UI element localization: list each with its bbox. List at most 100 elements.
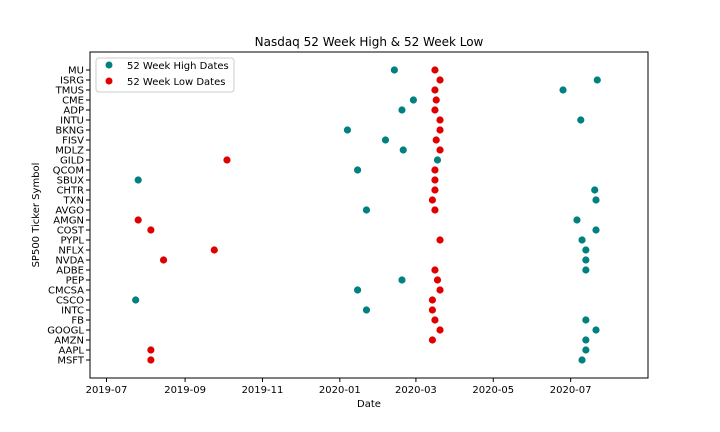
high-point-isrg: [593, 76, 601, 84]
high-point-amgn: [573, 216, 581, 224]
low-point-fb: [431, 316, 439, 324]
high-point-pep: [398, 276, 406, 284]
high-point-googl: [592, 326, 600, 334]
y-tick-label: CHTR: [56, 186, 84, 197]
legend-marker-low: [105, 77, 113, 85]
high-point-fb: [582, 316, 590, 324]
high-point-cost: [592, 226, 600, 234]
low-point-fisv: [432, 136, 440, 144]
y-tick-label: MU: [68, 66, 84, 77]
series-52-week-high: [132, 66, 601, 364]
y-tick-label: PYPL: [60, 236, 84, 247]
high-point-nvda: [582, 256, 590, 264]
x-tick-label: 2020-07: [550, 385, 592, 396]
low-point-cost: [147, 226, 155, 234]
low-point-msft: [147, 356, 155, 364]
low-point-isrg: [436, 76, 444, 84]
x-tick-label: 2019-09: [164, 385, 206, 396]
high-point-intu: [577, 116, 585, 124]
high-point-adbe: [582, 266, 590, 274]
x-tick-label: 2019-11: [242, 385, 284, 396]
chart-title: Nasdaq 52 Week High & 52 Week Low: [255, 35, 484, 49]
y-tick-label: TXN: [63, 196, 84, 207]
legend-label-low: 52 Week Low Dates: [127, 77, 225, 88]
high-point-adp: [398, 106, 406, 114]
low-point-amgn: [134, 216, 142, 224]
legend-marker-high: [105, 61, 113, 69]
y-tick-label: AAPL: [58, 346, 84, 357]
y-axis: MUISRGTMUSCMEADPINTUBKNGFISVMDLZGILDQCOM…: [47, 66, 90, 367]
low-point-nvda: [159, 256, 168, 264]
y-tick-label: CSCO: [56, 296, 84, 307]
high-point-intc: [362, 306, 371, 314]
x-tick-label: 2019-07: [86, 385, 128, 396]
low-point-mdlz: [436, 146, 444, 154]
low-point-pep: [433, 276, 442, 284]
high-point-fisv: [381, 136, 390, 144]
high-point-bkng: [343, 126, 352, 134]
y-tick-label: CME: [62, 96, 84, 107]
plot-frame: [89, 51, 649, 379]
low-point-cme: [432, 96, 440, 104]
low-point-aapl: [147, 346, 155, 354]
y-tick-label: MDLZ: [55, 146, 84, 157]
y-tick-label: MSFT: [57, 356, 85, 367]
y-tick-label: NVDA: [55, 256, 84, 267]
high-point-qcom: [353, 166, 362, 174]
y-tick-label: FISV: [62, 136, 84, 147]
high-point-amzn: [582, 336, 590, 344]
high-point-mdlz: [399, 146, 407, 154]
y-tick-label: AMGN: [53, 216, 84, 227]
high-point-tmus: [559, 86, 567, 94]
y-tick-label: QCOM: [53, 166, 84, 177]
y-tick-label: CMCSA: [48, 286, 84, 297]
low-point-adbe: [431, 266, 439, 274]
y-tick-label: AVGO: [55, 206, 84, 217]
high-point-sbux: [134, 176, 142, 184]
low-point-pypl: [436, 236, 444, 244]
low-point-tmus: [431, 86, 439, 94]
x-tick-label: 2020-03: [395, 385, 437, 396]
x-axis: 2019-07 2019-09 2019-11 2020-01 2020-03 2020-…: [86, 378, 592, 396]
low-point-txn: [428, 196, 437, 204]
low-point-nflx: [210, 246, 218, 254]
y-tick-label: BKNG: [55, 126, 84, 137]
y-tick-label: PEP: [66, 276, 84, 287]
low-point-qcom: [431, 166, 439, 174]
low-point-gild: [223, 156, 231, 164]
y-tick-label: FB: [71, 316, 84, 327]
x-axis-title: Date: [357, 399, 381, 410]
high-point-mu: [390, 66, 398, 74]
high-point-txn: [592, 196, 600, 204]
y-axis-title: SP500 Ticker Symbol: [31, 163, 42, 268]
high-point-msft: [578, 356, 586, 364]
y-tick-label: AMZN: [54, 336, 84, 347]
low-point-amzn: [428, 336, 437, 344]
high-point-pypl: [578, 236, 586, 244]
high-point-avgo: [362, 206, 371, 214]
y-tick-label: ADP: [63, 106, 84, 117]
low-point-mu: [431, 66, 439, 74]
low-point-intu: [436, 116, 444, 124]
high-point-gild: [433, 156, 442, 164]
y-tick-label: ISRG: [60, 76, 84, 87]
y-tick-label: INTU: [60, 116, 84, 127]
low-point-intc: [428, 306, 437, 314]
low-point-cmcsa: [436, 286, 444, 294]
y-tick-label: GILD: [60, 156, 84, 167]
y-tick-label: SBUX: [57, 176, 85, 187]
high-point-csco: [132, 296, 140, 304]
low-point-chtr: [431, 186, 439, 194]
y-tick-label: ADBE: [56, 266, 84, 277]
y-tick-label: COST: [57, 226, 85, 237]
plot-area: [132, 66, 601, 364]
series-52-week-low: [134, 66, 444, 364]
low-point-bkng: [436, 126, 444, 134]
high-point-chtr: [591, 186, 599, 194]
high-point-cmcsa: [353, 286, 362, 294]
low-point-googl: [436, 326, 444, 334]
high-point-cme: [409, 96, 417, 104]
legend-box: [95, 57, 235, 93]
low-point-sbux: [431, 176, 439, 184]
